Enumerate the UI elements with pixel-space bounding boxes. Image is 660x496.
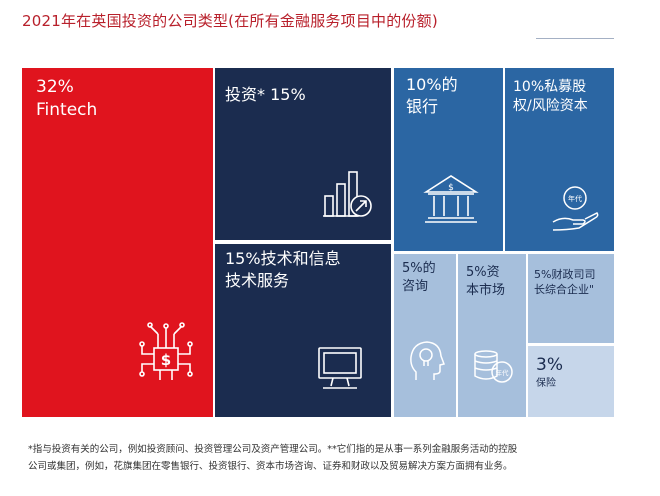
footnote: *指与投资有关的公司，例如投资顾问、投资管理公司及资产管理公司。**它们指的是从… bbox=[28, 441, 640, 475]
chart-title: 2021年在英国投资的公司类型(在所有金融服务项目中的份额) bbox=[22, 12, 438, 30]
growth-chart-arrow-icon bbox=[323, 171, 372, 217]
tile-tech-label: 技术服务 bbox=[225, 270, 290, 290]
tile-private-equity: 10%私募股 权/风险资本 年代 bbox=[505, 68, 614, 251]
tile-bank-label: 银行 bbox=[406, 96, 439, 116]
tile-capital-markets-label: 本市场 bbox=[466, 282, 506, 298]
tile-investment-label: 投资* 15% bbox=[225, 85, 306, 104]
tile-consulting: 5%的 咨询 bbox=[394, 254, 456, 417]
tile-bank-share: 10%的 bbox=[406, 75, 458, 94]
tile-bank: 10%的 银行 $ bbox=[394, 68, 503, 251]
footnote-line-2: 公司或集团，例如，花旗集团在零售银行、投资银行、资本市场咨询、证券和财政以及贸易… bbox=[28, 461, 513, 472]
tile-capital-markets-share: 5%资 bbox=[466, 265, 500, 280]
bank-building-icon: $ bbox=[423, 175, 479, 223]
tile-insurance-label: 保险 bbox=[536, 377, 556, 389]
tile-fintech-label: Fintech bbox=[36, 99, 98, 120]
tile-insurance-share: 3% bbox=[536, 355, 563, 375]
title-divider bbox=[536, 38, 614, 39]
tile-capital-markets: 5%资 本市场 年代 bbox=[458, 254, 526, 417]
tile-tech: 15%技术和信息 技术服务 bbox=[215, 244, 391, 417]
lightbulb-head-icon bbox=[410, 341, 445, 380]
footnote-line-1: *指与投资有关的公司，例如投资顾问、投资管理公司及资产管理公司。**它们指的是从… bbox=[28, 444, 518, 455]
circuit-chip-dollar-icon: $ bbox=[139, 322, 193, 380]
coin-stack-icon-text: 年代 bbox=[496, 368, 510, 377]
svg-text:$: $ bbox=[161, 351, 171, 369]
tile-private-equity-share: 10%私募股 bbox=[513, 79, 587, 95]
tile-consulting-share: 5%的 bbox=[402, 261, 436, 276]
tile-treasury-label: 长综合企业" bbox=[534, 282, 595, 296]
tile-consulting-label: 咨询 bbox=[402, 278, 429, 294]
tile-fintech: 32% Fintech $ bbox=[22, 68, 213, 417]
coin-stack-icon: 年代 bbox=[474, 350, 513, 383]
tile-fintech-share: 32% bbox=[36, 77, 74, 97]
tile-treasury: 5%财政司司 长综合企业" bbox=[528, 254, 614, 343]
hand-coin-icon: 年代 bbox=[552, 186, 599, 231]
tile-private-equity-label: 权/风险资本 bbox=[513, 97, 588, 114]
tile-insurance: 3% 保险 bbox=[528, 346, 614, 417]
tile-tech-share: 15%技术和信息 bbox=[225, 249, 341, 268]
tile-investment: 投资* 15% bbox=[215, 68, 391, 240]
computer-monitor-icon bbox=[318, 347, 362, 389]
hand-coin-icon-text: 年代 bbox=[568, 194, 582, 203]
tile-treasury-share: 5%财政司司 bbox=[534, 268, 596, 281]
svg-text:$: $ bbox=[448, 183, 454, 193]
